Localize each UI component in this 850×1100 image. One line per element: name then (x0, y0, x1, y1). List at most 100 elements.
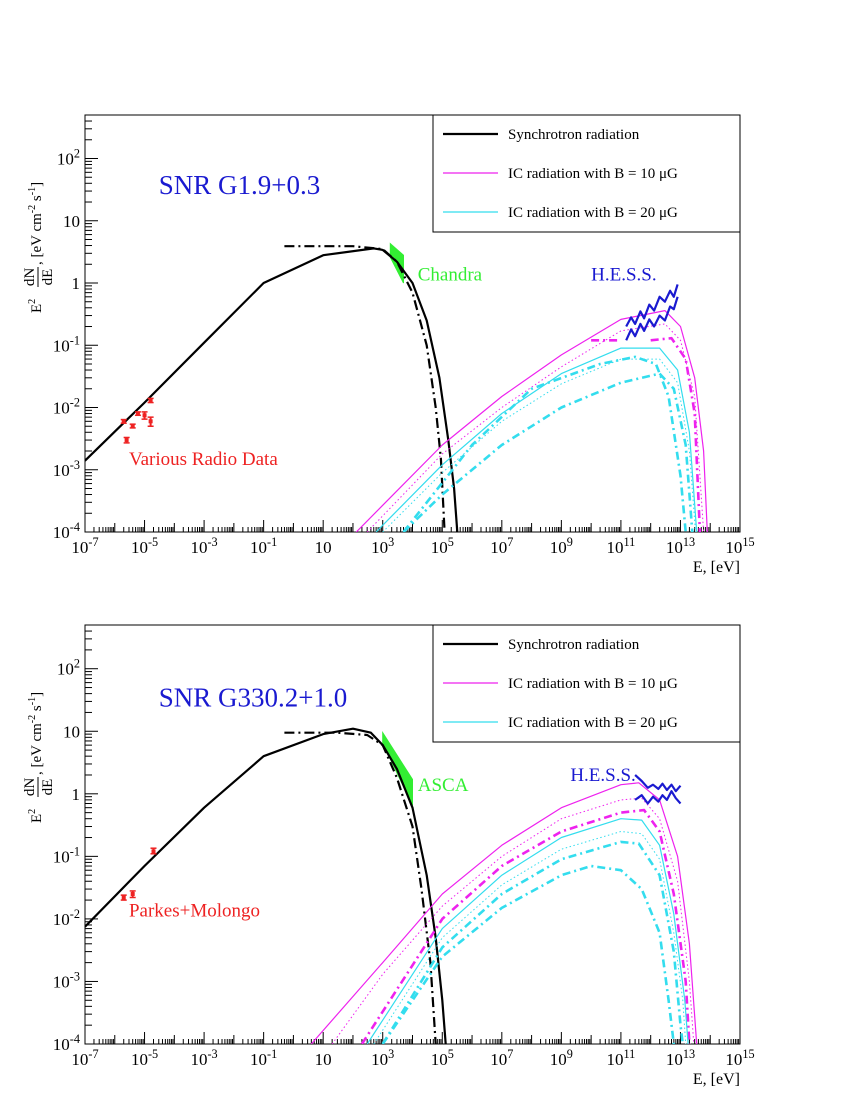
legend-entry-label: Synchrotron radiation (508, 637, 640, 653)
x-tick-label: 10-3 (190, 535, 217, 557)
series-line-ic-solid (310, 782, 698, 1044)
chart-title: SNR G330.2+1.0 (159, 682, 348, 712)
legend: Synchrotron radiation IC radiation with B… (432, 624, 741, 743)
x-axis-ticks (84, 520, 740, 532)
x-tick-label: 10-5 (131, 535, 158, 557)
y-tick-label: 10-4 (53, 1032, 80, 1054)
hess-spectrum (625, 296, 679, 341)
series-line-ic-dotdash-thick (650, 336, 702, 532)
annotation-label: ASCA (418, 775, 469, 796)
series-line-sync-dotdash (284, 731, 437, 1044)
radio-data-point (120, 894, 127, 901)
x-axis-label: E, [eV] (693, 559, 740, 576)
x-tick-label: 10-7 (71, 1047, 98, 1069)
x-tick-label: 109 (550, 535, 573, 557)
x-tick-label: 103 (371, 535, 394, 557)
x-tick-label: 10-5 (131, 1047, 158, 1069)
y-tick-label: 10-2 (53, 396, 80, 418)
x-tick-label: 105 (431, 1047, 454, 1069)
x-tick-label: 10 (315, 1050, 332, 1069)
svg-text:, [eV cm-2 s-1]: , [eV cm-2 s-1] (27, 182, 45, 265)
y-tick-label: 1 (72, 274, 81, 293)
x-tick-label: 10-3 (190, 1047, 217, 1069)
y-tick-label: 102 (57, 657, 80, 679)
x-tick-label: 107 (490, 535, 513, 557)
x-tick-label: 1015 (725, 535, 754, 557)
legend-entry-label: Synchrotron radiation (508, 127, 640, 143)
series-line-sync-solid (85, 727, 447, 1044)
annotation-label: Various Radio Data (129, 449, 278, 470)
y-tick-label: 10-2 (53, 907, 80, 929)
series-line-ic-dotdash-thick (360, 808, 691, 1044)
series-line-ic-dotdash-thick (381, 864, 676, 1044)
x-tick-label: 1013 (666, 535, 695, 557)
panel-top: 10-7 10-5 10-3 10-1 10 103 105 107 109 1011 1013 10… (22, 114, 755, 576)
radio-data-point (147, 397, 154, 404)
svg-text:dN: dN (22, 778, 38, 797)
radio-data-point (129, 423, 136, 429)
y-axis-ticks (85, 114, 98, 533)
y-axis-ticks (85, 624, 98, 1045)
chart-title: SNR G1.9+0.3 (159, 170, 321, 200)
x-tick-label: 103 (371, 1047, 394, 1069)
hess-spectrum (625, 284, 679, 328)
y-tick-label: 10-1 (53, 333, 80, 355)
y-tick-label: 10-1 (53, 844, 80, 866)
y-tick-label: 10-4 (53, 520, 80, 542)
x-tick-label: 10-1 (250, 1047, 277, 1069)
series-line-ic-solid (366, 818, 689, 1044)
annotation-label: Chandra (418, 264, 483, 285)
x-axis-ticks (84, 1032, 740, 1044)
series-line-ic-dotted (331, 797, 695, 1044)
plot-area (85, 727, 698, 1044)
x-tick-label: 1013 (666, 1047, 695, 1069)
series-line-ic-dotted (373, 831, 687, 1044)
radio-data-point (147, 416, 154, 427)
annotation-label: Parkes+Molongo (129, 900, 260, 921)
x-tick-label: 1011 (607, 535, 636, 557)
legend-entry-label: IC radiation with B = 10 μG (508, 676, 678, 692)
plot-area (85, 242, 708, 532)
svg-text:dE: dE (40, 269, 56, 286)
series-line-ic-dotdash-thick (402, 355, 687, 532)
radio-data-point (123, 436, 130, 444)
hess-spectrum (634, 774, 682, 793)
x-tick-label: 1011 (607, 1047, 636, 1069)
radio-data-point (150, 847, 157, 855)
y-tick-label: 10 (63, 722, 80, 741)
svg-text:, [eV cm-2 s-1]: , [eV cm-2 s-1] (27, 692, 45, 775)
panel-bottom: 10-7 10-5 10-3 10-1 10 103 105 107 109 1011 1013 10… (22, 624, 755, 1088)
series-line-sync-solid (85, 247, 459, 532)
series-line-ic-dotted (382, 358, 696, 532)
svg-text:dN: dN (22, 268, 38, 287)
y-axis-label: E2 dN dE , [eV cm-2 s-1] (22, 692, 56, 823)
y-tick-label: 10 (63, 212, 80, 231)
radio-data-point (129, 890, 136, 899)
series-line-sync-dotdash (284, 245, 446, 532)
y-tick-label: 102 (57, 147, 80, 169)
series-line-ic-dotdash-thick (402, 372, 694, 532)
legend-entry-label: IC radiation with B = 20 μG (508, 205, 678, 221)
legend-entry-label: IC radiation with B = 20 μG (508, 715, 678, 731)
svg-text:E2: E2 (27, 299, 45, 313)
annotation-label: H.E.S.S. (591, 264, 656, 285)
x-tick-label: 1015 (725, 1047, 754, 1069)
svg-text:dE: dE (40, 779, 56, 796)
x-tick-label: 109 (550, 1047, 573, 1069)
x-axis-label: E, [eV] (693, 1071, 740, 1088)
x-tick-label: 10 (315, 538, 332, 557)
annotation-label: H.E.S.S. (570, 765, 635, 786)
radio-data-point (141, 411, 148, 420)
hess-spectrum (634, 790, 682, 805)
radio-data-point (120, 418, 127, 424)
legend-entry-label: IC radiation with B = 10 μG (508, 166, 678, 182)
legend: Synchrotron radiation IC radiation with B… (432, 114, 741, 233)
y-tick-label: 10-3 (53, 969, 80, 991)
y-axis-label: E2 dN dE , [eV cm-2 s-1] (22, 182, 56, 313)
svg-text:E2: E2 (27, 809, 45, 823)
x-tick-label: 107 (490, 1047, 513, 1069)
y-tick-label: 1 (72, 785, 81, 804)
series-line-ic-solid (375, 347, 698, 532)
x-tick-label: 10-1 (250, 535, 277, 557)
